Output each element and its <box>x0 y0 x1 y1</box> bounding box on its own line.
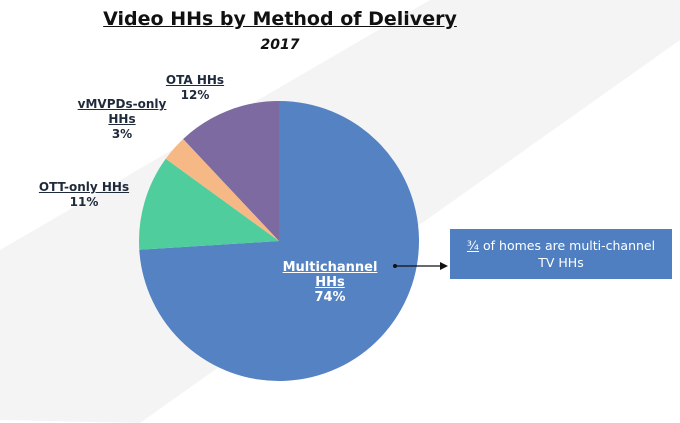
callout-box: ¾ of homes are multi-channel TV HHs <box>450 229 672 279</box>
slice-name-multichannel-line2: HHs <box>315 275 345 290</box>
pie-slice-multichannel-hhs <box>139 101 420 381</box>
slice-name-ota: OTA HHs <box>165 73 225 87</box>
slice-label-vmvpd: vMVPDs-only HHs 3% <box>68 97 176 142</box>
slice-value-ott: 11% <box>69 195 99 209</box>
callout-arrow-tail <box>393 264 397 268</box>
slice-name-ott: OTT-only HHs <box>38 180 130 194</box>
callout-line1: ¾ of homes are multi-channel <box>450 237 672 254</box>
slice-value-vmvpd: 3% <box>111 127 133 141</box>
slice-value-ota: 12% <box>180 88 210 102</box>
callout-fraction: ¾ <box>466 238 480 253</box>
slice-value-multichannel: 74% <box>314 290 346 305</box>
chart-title: Video HHs by Method of Delivery <box>103 8 457 30</box>
callout-arrowhead <box>440 262 448 270</box>
pie-slice-vmvpds-only-hhs <box>165 138 279 241</box>
slice-label-ott: OTT-only HHs 11% <box>28 180 140 210</box>
slice-label-multichannel: Multichannel HHs 74% <box>270 260 390 305</box>
pie-slice-ota-hhs <box>183 101 279 241</box>
callout-text: of homes are multi-channel <box>479 238 656 253</box>
callout-line2: TV HHs <box>538 255 584 270</box>
slice-name-vmvpd-line2: HHs <box>108 112 136 126</box>
slice-name-vmvpd-line1: vMVPDs-only <box>77 97 167 111</box>
slice-label-ota: OTA HHs 12% <box>150 73 240 103</box>
slice-name-multichannel-line1: Multichannel <box>282 260 378 275</box>
pie-slice-ott-only-hhs <box>139 158 279 250</box>
chart-subtitle: 2017 <box>260 37 300 53</box>
